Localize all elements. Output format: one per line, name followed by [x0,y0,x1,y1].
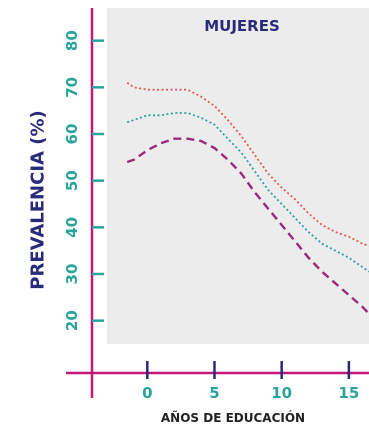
series-line-3 [126,137,369,315]
y-tick-label: 20 [63,310,81,331]
y-tick-label: 50 [63,170,81,191]
x-tick-label: 0 [142,384,152,402]
y-tick-label: 30 [63,264,81,285]
x-ticks: 0 5 10 15 [142,361,359,402]
series-layer [126,81,369,315]
x-tick-label: 5 [209,384,219,402]
y-ticks: 20 30 40 50 60 70 80 [63,30,104,331]
x-axis-label: AÑOS DE EDUCACIÓN [161,410,305,425]
chart-title: MUJERES [204,17,280,35]
plot-panel [107,8,369,344]
y-tick-label: 60 [63,124,81,145]
x-tick-label: 10 [271,384,292,402]
y-tick-label: 70 [63,77,81,98]
x-tick-label: 15 [338,384,359,402]
y-tick-label: 40 [63,217,81,238]
series-line-1 [126,81,369,247]
series-line-2 [126,112,369,273]
y-tick-label: 80 [63,30,81,51]
y-axis-label: PREVALENCIA (%) [28,110,49,289]
